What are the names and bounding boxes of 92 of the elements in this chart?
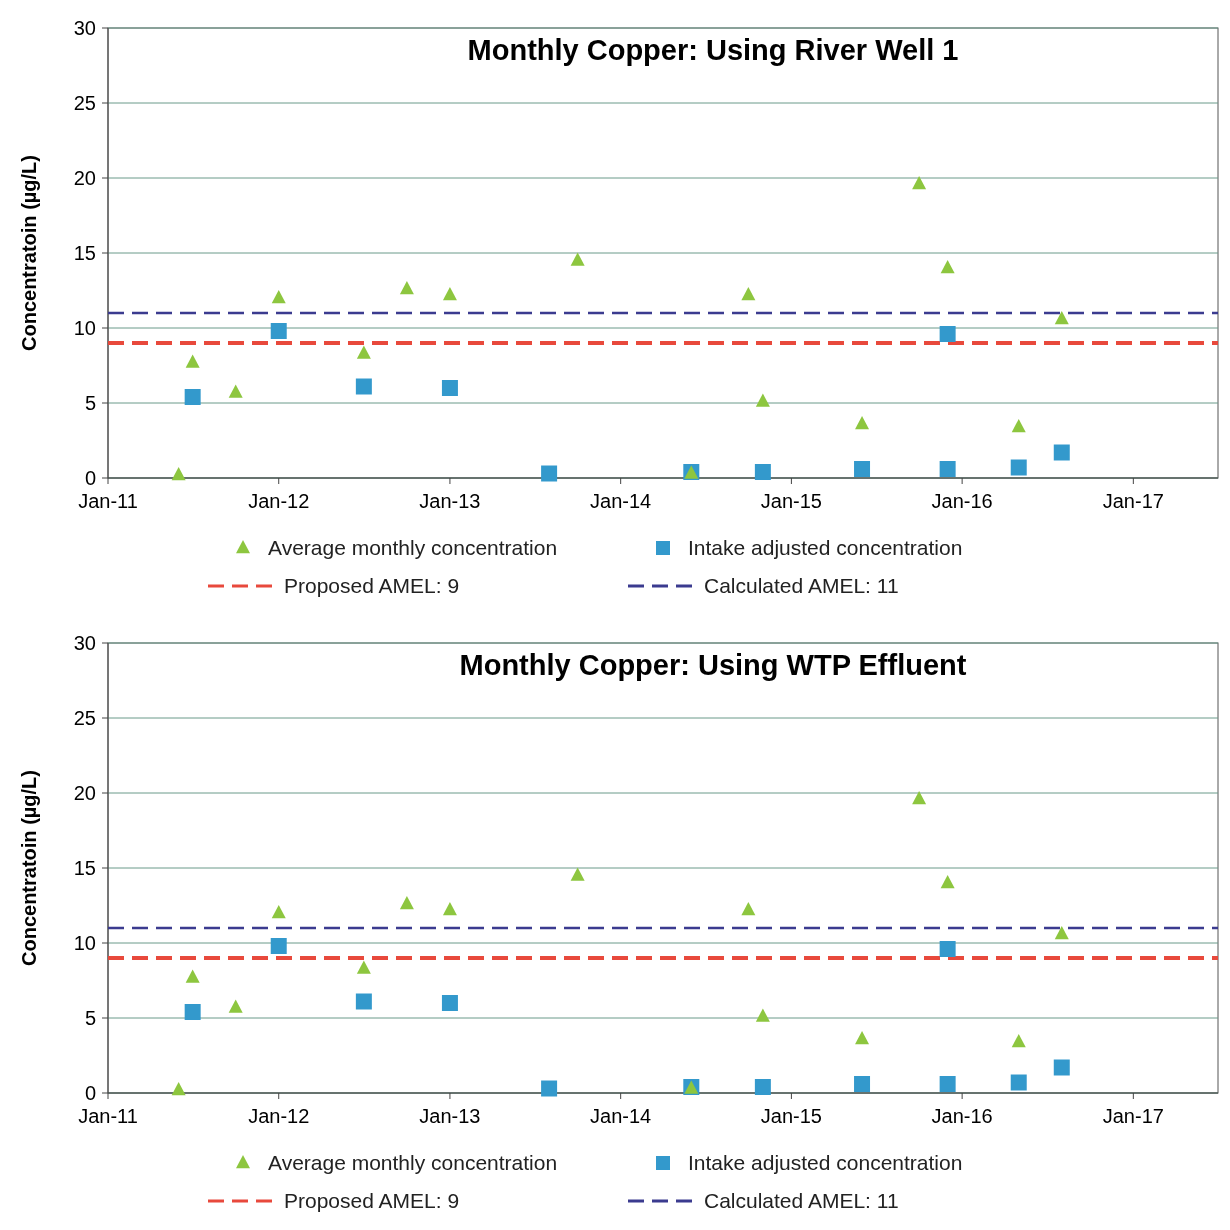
point [270,323,287,339]
point [399,280,414,295]
x-tick-label: Jan-14 [590,490,652,512]
point [171,1081,186,1096]
point [1010,1074,1027,1091]
point [441,380,458,396]
point [939,941,956,957]
point [442,901,457,916]
point [171,466,186,481]
point [271,904,286,919]
point [271,289,286,304]
point [356,345,371,359]
x-tick-label: Jan-12 [248,490,310,512]
y-tick-label: 15 [73,857,96,879]
legend-label: Calculated AMEL: 11 [704,574,899,598]
y-tick-label: 20 [73,782,96,804]
legend-label: Average monthly concentration [268,536,558,560]
chart-title: Monthly Copper: Using River Well 1 [467,34,959,66]
point [1011,418,1026,433]
y-axis-title: Concentratoin (µg/L) [18,770,40,966]
x-tick-label: Jan-11 [78,490,138,512]
point [541,465,558,482]
point [1053,444,1070,461]
x-tick-label: Jan-14 [590,1105,652,1127]
point [185,969,200,983]
point [184,389,201,405]
point [441,995,458,1011]
point [940,874,955,889]
y-tick-label: 0 [84,1082,96,1104]
point [939,461,956,477]
point [442,286,457,301]
point [741,286,756,301]
point [185,354,200,368]
point [912,790,927,805]
point [855,1030,870,1045]
y-tick-label: 30 [73,17,96,39]
point [1054,925,1069,940]
x-tick-label: Jan-11 [78,1105,138,1127]
y-tick-label: 5 [84,1007,96,1029]
point [228,999,243,1013]
point [754,464,771,480]
y-tick-label: 25 [73,92,96,114]
point [912,175,927,190]
legend-label: Proposed AMEL: 9 [284,1189,460,1213]
point [754,1079,771,1095]
x-tick-label: Jan-17 [1102,490,1164,512]
point [570,252,585,266]
point [1054,310,1069,325]
y-tick-label: 10 [73,932,96,954]
point [355,993,372,1010]
point [570,867,585,881]
x-tick-label: Jan-16 [931,1105,993,1127]
y-tick-label: 15 [73,242,96,264]
x-tick-label: Jan-15 [760,1105,822,1127]
point [270,938,287,954]
y-tick-label: 20 [73,167,96,189]
point [755,393,770,407]
x-tick-label: Jan-17 [1102,1105,1164,1127]
point [755,1008,770,1022]
point [939,326,956,342]
point [1053,1059,1070,1076]
legend-label: Calculated AMEL: 11 [704,1189,899,1213]
x-tick-label: Jan-13 [419,1105,481,1127]
point [355,378,372,395]
y-tick-label: 10 [73,317,96,339]
point [939,1076,956,1092]
chart-title: Monthly Copper: Using WTP Effluent [459,649,967,681]
x-tick-label: Jan-13 [419,490,481,512]
point [854,1076,871,1092]
y-axis-title: Concentratoin (µg/L) [18,155,40,351]
point [741,901,756,916]
point [940,259,955,274]
point [356,960,371,974]
y-tick-label: 25 [73,707,96,729]
point [228,384,243,398]
point [854,461,871,477]
x-tick-label: Jan-15 [760,490,822,512]
x-tick-label: Jan-12 [248,1105,310,1127]
legend-label: Intake adjusted concentration [688,536,963,560]
x-tick-label: Jan-16 [931,490,993,512]
point [1011,1033,1026,1048]
legend-label: Average monthly concentration [268,1151,558,1175]
y-tick-label: 5 [84,392,96,414]
y-tick-label: 30 [73,632,96,654]
legend-label: Intake adjusted concentration [688,1151,963,1175]
point [855,415,870,430]
point [541,1080,558,1097]
legend-label: Proposed AMEL: 9 [284,574,460,598]
y-tick-label: 0 [84,467,96,489]
point [184,1004,201,1020]
point [399,895,414,910]
point [1010,459,1027,476]
